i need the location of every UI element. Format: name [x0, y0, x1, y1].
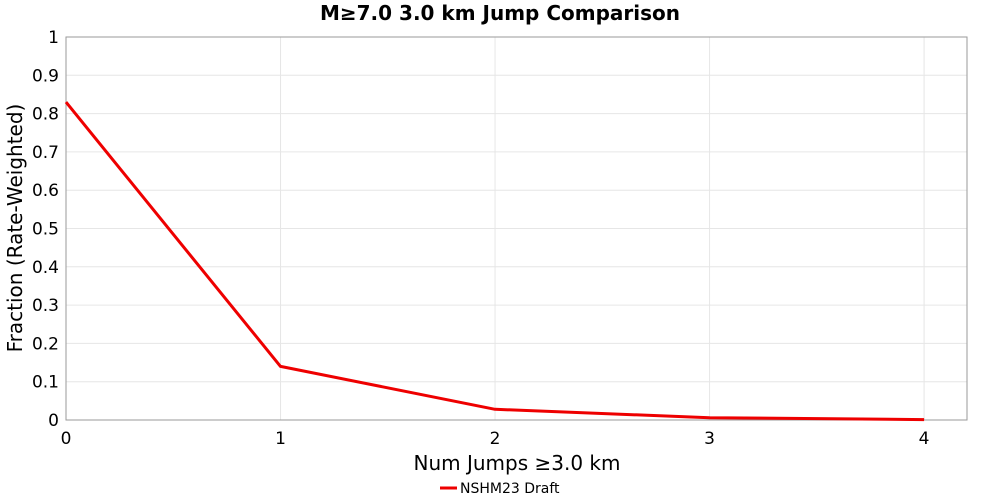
x-tick-labels: 0 1 2 3 4: [61, 429, 930, 449]
x-tick-label: 3: [704, 429, 715, 449]
y-tick-label: 0.9: [32, 66, 59, 86]
x-tick-label: 4: [919, 429, 930, 449]
y-tick-label: 0: [48, 411, 59, 431]
x-axis-label: Num Jumps ≥3.0 km: [414, 451, 621, 475]
y-tick-label: 0.4: [32, 258, 59, 278]
y-axis-label: Fraction (Rate-Weighted): [3, 104, 27, 353]
y-tick-label: 0.6: [32, 181, 59, 201]
series-layer: [64, 101, 925, 422]
y-tick-label: 0.5: [32, 220, 59, 240]
chart-title: M≥7.0 3.0 km Jump Comparison: [320, 1, 680, 25]
y-tick-label: 0.2: [32, 334, 59, 354]
legend-label: NSHM23 Draft: [460, 481, 560, 497]
x-tick-label: 0: [61, 429, 72, 449]
legend: NSHM23 Draft: [440, 481, 560, 497]
y-tick-label: 0.3: [32, 296, 59, 316]
y-tick-labels: 0 0.1 0.2 0.3 0.4 0.5 0.6 0.7 0.8 0.9 1: [32, 28, 59, 431]
y-tick-label: 1: [48, 28, 59, 48]
plot-frame: [65, 36, 968, 421]
x-tick-label: 2: [490, 429, 501, 449]
y-tick-label: 0.1: [32, 373, 59, 393]
y-tick-label: 0.7: [32, 143, 59, 163]
grid-layer: [65, 36, 967, 421]
x-tick-label: 1: [275, 429, 286, 449]
y-tick-label: 0.8: [32, 105, 59, 125]
